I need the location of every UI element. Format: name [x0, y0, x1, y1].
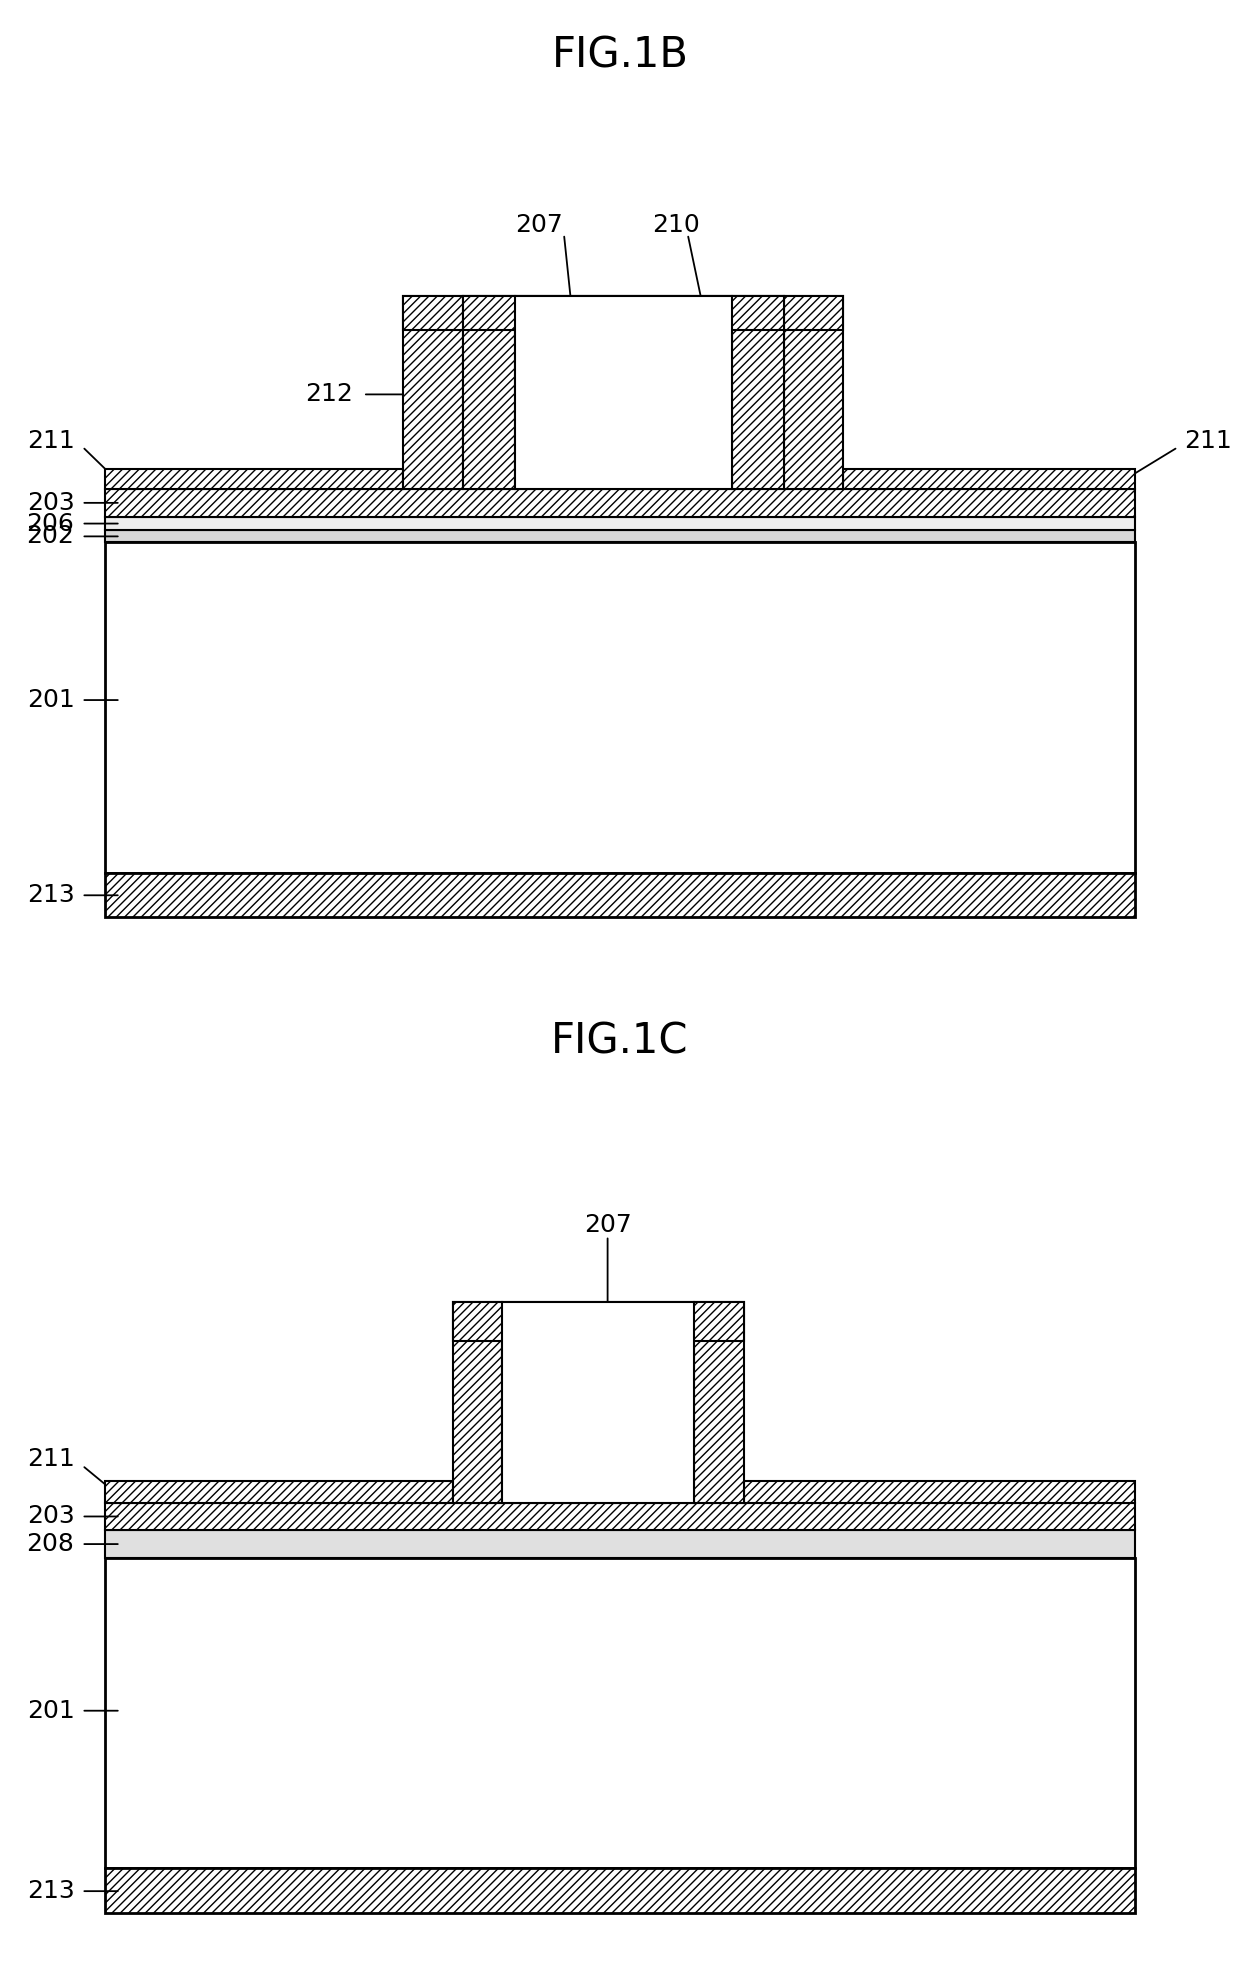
Bar	[515, 296, 732, 489]
Bar	[105, 1481, 453, 1503]
Text: 208: 208	[26, 1532, 74, 1556]
Text: FIG.1C: FIG.1C	[552, 1021, 688, 1063]
Bar	[105, 1530, 1135, 1558]
Text: 213: 213	[26, 1879, 74, 1903]
Bar	[463, 296, 515, 489]
Bar	[784, 296, 843, 489]
Bar	[463, 296, 784, 329]
Bar	[105, 542, 1135, 872]
Bar	[732, 296, 784, 489]
Text: 201: 201	[26, 1698, 74, 1724]
Text: 206: 206	[26, 511, 74, 536]
Text: 212: 212	[305, 383, 353, 406]
Bar	[105, 874, 1135, 917]
Bar	[105, 1558, 1135, 1869]
Text: 211: 211	[1184, 428, 1233, 454]
Bar	[105, 1869, 1135, 1913]
Text: 207: 207	[516, 213, 563, 237]
Bar	[403, 296, 463, 489]
Text: 201: 201	[26, 688, 74, 712]
Bar	[843, 469, 1135, 489]
Bar	[105, 489, 1135, 517]
Bar	[694, 1302, 744, 1503]
Text: 213: 213	[26, 883, 74, 907]
Bar	[502, 1302, 694, 1503]
Text: 203: 203	[26, 491, 74, 515]
Bar	[105, 530, 1135, 542]
Text: 207: 207	[584, 1213, 631, 1238]
Bar	[453, 1302, 502, 1503]
Text: 211: 211	[26, 428, 74, 454]
Text: 202: 202	[26, 525, 74, 548]
Text: 203: 203	[26, 1505, 74, 1528]
Bar	[744, 1481, 1135, 1503]
Bar	[453, 1302, 744, 1341]
Bar	[105, 469, 403, 489]
Bar	[403, 296, 843, 329]
Text: 211: 211	[26, 1447, 74, 1471]
Bar	[105, 517, 1135, 530]
Bar	[105, 1503, 1135, 1530]
Text: FIG.1B: FIG.1B	[552, 34, 688, 77]
Text: 210: 210	[652, 213, 699, 237]
